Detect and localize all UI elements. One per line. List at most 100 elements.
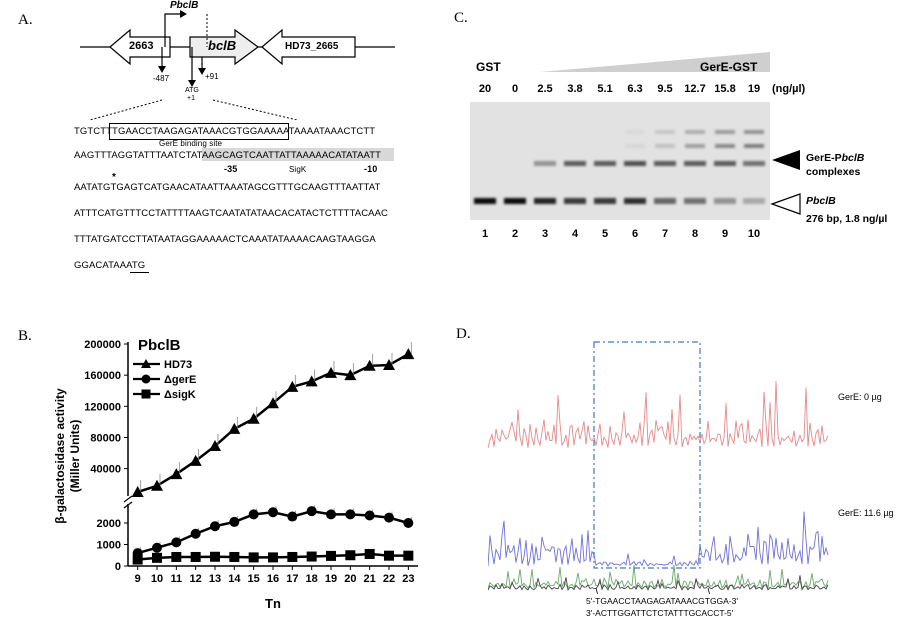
sigk-label: SigK: [289, 165, 307, 174]
point-triangle: [363, 359, 376, 371]
point-square: [171, 551, 182, 562]
point-circle: [248, 509, 259, 520]
point-circle: [403, 518, 414, 528]
seq-forward: 5'-TGAACCTAAGAGATAAACGTGGA-3': [586, 596, 739, 606]
activity-chart: 0 1000 2000 40000 80000 120000 160000 200000 9 10…: [53, 337, 418, 611]
sequence-block: TGTCTTTGAACCTAAGAGATAAACGTGGAAAAATAAAATA…: [74, 123, 414, 286]
axis-break: [123, 501, 133, 509]
point-square: [403, 550, 414, 561]
point-square: [190, 551, 201, 562]
lane-number-3: 3: [541, 228, 549, 240]
complex-filled-triangle: [772, 150, 800, 170]
mark-atg: ATG: [185, 87, 199, 94]
x-tick-label: 17: [286, 573, 298, 585]
x-tick-label: 19: [325, 573, 337, 585]
seq-line-4: ATTTCATGTTTCCTATTTTAAGTCAATATATAACACATAC…: [74, 208, 388, 219]
probe-band: [684, 198, 706, 204]
seq-line-3: AATATGTGAGTCATGAACATAATTAAATAGCGTTTGCAAG…: [74, 182, 381, 193]
conc-label-1: 20: [478, 83, 492, 95]
gel-markers: [770, 150, 801, 215]
complex-band: [564, 161, 586, 166]
seq-line-6: GGACATAAATG: [74, 260, 146, 271]
point-square: [364, 548, 375, 559]
gst-label: GST: [476, 60, 501, 74]
trace-top: [488, 381, 829, 449]
upper-band: [655, 144, 675, 148]
point-circle: [268, 507, 278, 518]
y-tick-label: 80000: [90, 432, 121, 444]
conc-label-2: 0: [511, 83, 519, 95]
lane-row: 1 2 3 4 5 6 7 8 9 10: [440, 228, 901, 244]
seq-line-2: AAGTTTAGGTATTTAATCTATAAGCAGTCAATTATTAAAA…: [74, 150, 382, 161]
y-axis-label: β-galactosidase activity: [53, 388, 67, 524]
complex-band: [654, 161, 676, 166]
panel-d-label: D.: [456, 326, 471, 342]
point-triangle: [170, 468, 183, 480]
y-tick-label: 40000: [90, 464, 121, 476]
conc-label-6: 6.3: [627, 83, 643, 95]
point-circle: [229, 516, 240, 527]
point-square: [287, 551, 298, 562]
atg-underline: [130, 272, 149, 273]
probe-band: [654, 198, 676, 204]
lane-number-4: 4: [571, 228, 579, 240]
complex-label-line1: GerE-PbclB: [806, 152, 865, 164]
complex-band: [714, 161, 736, 166]
conc-label-10: 19: [747, 83, 761, 95]
panel-b-label: B.: [18, 328, 32, 344]
point-circle: [210, 521, 220, 532]
point-triangle: [131, 486, 144, 497]
point-square: [345, 550, 356, 561]
chromatogram: [488, 341, 829, 594]
point-square: [152, 552, 162, 563]
conc-label-8: 12.7: [684, 83, 706, 95]
gene-2663-label: 2663: [129, 40, 154, 52]
x-axis-label: Tn: [265, 596, 281, 611]
upper-band: [715, 144, 735, 148]
x-tick-label: 16: [267, 573, 279, 585]
x-tick-label: 23: [402, 573, 414, 585]
legend-marker-triangle: [141, 359, 151, 368]
gene-2665-label: HD73_2665: [285, 41, 339, 52]
panel-a: A. 2663 bclB HD73_2665 PbclB -487 +91 AT…: [0, 0, 420, 290]
panel-c-label: C.: [454, 10, 468, 26]
legend-marker-square: [141, 389, 151, 399]
panel-a-label: A.: [18, 12, 33, 28]
point-triangle: [344, 369, 357, 381]
gene-map: [80, 10, 395, 120]
x-tick-label: 15: [248, 573, 260, 585]
x-tick-label: 9: [135, 573, 141, 585]
point-square: [268, 552, 278, 563]
upper-band: [744, 130, 764, 134]
minus10-label: -10: [364, 164, 378, 174]
point-square: [326, 550, 336, 561]
panel-b: B. 0 1000 2000 40000 80000 120000 160000 200000…: [0, 320, 440, 631]
y-axis-label: (Miller Units): [68, 420, 82, 493]
x-tick-label: 14: [228, 573, 241, 585]
complex-band: [624, 161, 646, 166]
probe-band: [743, 198, 765, 204]
complex-band: [684, 161, 706, 166]
point-circle: [306, 506, 317, 517]
lane-number-9: 9: [721, 228, 729, 240]
gel-image: [470, 102, 770, 220]
conc-label-4: 3.8: [567, 83, 583, 95]
point-circle: [287, 511, 298, 522]
point-square: [229, 551, 240, 562]
probe-band: [504, 198, 526, 204]
probe-label: PbclB: [806, 195, 836, 207]
probe-band: [474, 198, 496, 204]
conc-row: 20 0 2.5 3.8 5.1 6.3 9.5 12.7 15.8 19: [440, 83, 901, 99]
probe-open-triangle: [770, 193, 801, 215]
complex-band: [534, 161, 556, 166]
upper-band: [685, 130, 705, 134]
lane-number-6: 6: [631, 228, 639, 240]
conc-label-3: 2.5: [537, 83, 553, 95]
trace-bottom-black: [488, 575, 829, 592]
mark-minus487: -487: [153, 74, 170, 83]
panel-d: D. GerE: 0 µg GerE: 11.6 µg 5'-TGAACCTAA…: [440, 320, 901, 631]
panel-c: C. GST GerE-GST 20 0 2.5 3.8 5.1 6.3 9.5 12.7 15…: [440, 0, 901, 290]
conc-label-9: 15.8: [714, 83, 736, 95]
point-circle: [384, 512, 394, 523]
x-tick-label: 21: [364, 573, 376, 585]
